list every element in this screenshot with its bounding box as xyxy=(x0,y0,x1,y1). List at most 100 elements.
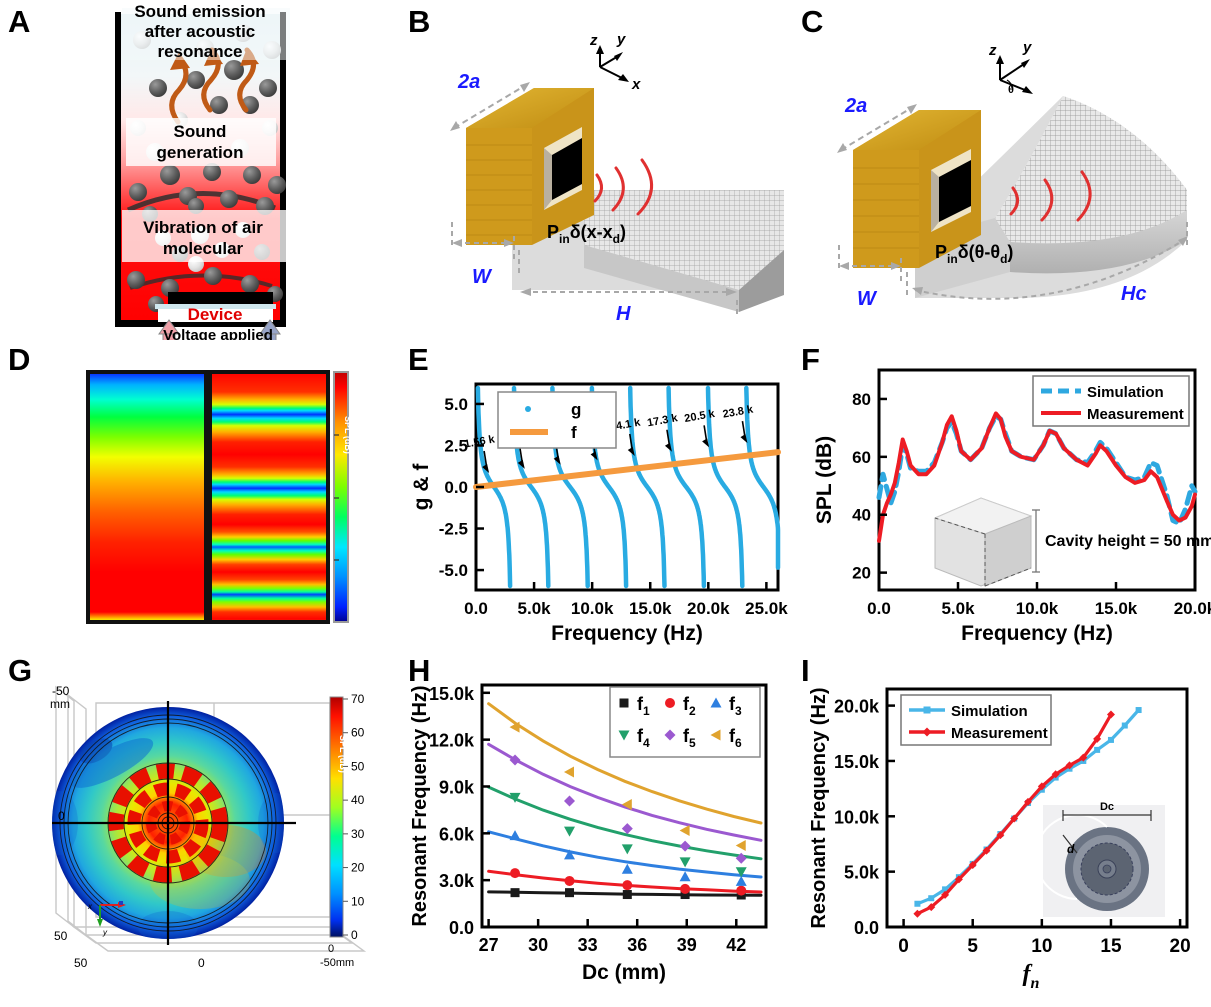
panel-a-letter: A xyxy=(8,4,31,39)
panel-h: H 27 30 33 36 39 42 0.0 3.0k 6.0k 9.0k 12.0k 15.0k D… xyxy=(404,655,794,1007)
svg-text:10: 10 xyxy=(1031,936,1052,957)
panel-i-inset-d: d xyxy=(1067,842,1075,856)
svg-text:15: 15 xyxy=(1100,936,1122,957)
svg-text:Measurement: Measurement xyxy=(951,725,1048,742)
svg-text:39: 39 xyxy=(677,935,697,955)
svg-text:60: 60 xyxy=(351,726,365,740)
panel-c-illustration: z y θ 2a W Hc Pinδ(θ-θd) xyxy=(837,39,1188,310)
panel-d: D xyxy=(0,340,400,655)
panel-g-axis-bottomright-unit: -50mm xyxy=(320,957,354,969)
svg-text:60: 60 xyxy=(852,448,871,467)
panel-f: F Cavity height = 50 mm 0.0 5.0k 10.0k 15.0k… xyxy=(795,340,1211,655)
svg-text:0: 0 xyxy=(351,928,358,942)
panel-a-emission-line1: Sound emission xyxy=(134,2,265,21)
svg-text:50: 50 xyxy=(351,759,365,773)
panel-b-letter: B xyxy=(408,4,431,39)
svg-text:Simulation: Simulation xyxy=(951,703,1028,720)
svg-text:Pinδ(x-xd): Pinδ(x-xd) xyxy=(547,222,626,246)
svg-text:15.0k: 15.0k xyxy=(429,684,475,704)
svg-text:g: g xyxy=(571,400,581,419)
panel-e-chart: 0.0 5.0k 10.0k 15.0k 20.0k 25.0k -5.0 -2.5 0.0 2.… xyxy=(410,382,788,645)
svg-text:15.0k: 15.0k xyxy=(629,599,672,618)
svg-text:20: 20 xyxy=(852,564,871,583)
panel-b-source-sub2: d xyxy=(613,232,620,246)
svg-text:12.0k: 12.0k xyxy=(429,731,475,751)
panel-c-axis-theta: θ xyxy=(1008,84,1014,96)
panel-b-dim-2a: 2a xyxy=(457,71,480,93)
panel-b-source-delta: δ(x-x xyxy=(570,222,613,242)
panel-g-colorbar xyxy=(329,696,344,938)
svg-text:Measurement: Measurement xyxy=(1087,406,1184,423)
svg-text:5.0k: 5.0k xyxy=(941,599,975,618)
panel-g-colorbar-label: SPL (dB) xyxy=(338,735,348,773)
svg-text:30: 30 xyxy=(528,935,548,955)
panel-c-source-sub2: d xyxy=(1000,252,1007,266)
svg-text:0.0: 0.0 xyxy=(854,918,879,938)
panel-e-letter: E xyxy=(408,342,429,377)
panel-a-vibration-line1: Vibration of air xyxy=(143,218,263,237)
svg-text:5.0k: 5.0k xyxy=(844,863,880,883)
panel-d-colorbar xyxy=(333,371,349,623)
panel-f-ylabel: SPL (dB) xyxy=(813,436,836,524)
panel-g: G xyxy=(0,655,400,1007)
svg-text:0: 0 xyxy=(898,936,909,957)
panel-a-illustration: Sound emission after acoustic resonance … xyxy=(115,2,290,340)
svg-text:3.0k: 3.0k xyxy=(439,871,475,891)
panel-g-axis-bottomleft: 50 xyxy=(74,956,88,970)
svg-text:36: 36 xyxy=(627,935,647,955)
svg-text:20: 20 xyxy=(1170,936,1191,957)
panel-g-triad-x: x xyxy=(87,902,93,911)
panel-i-ylabel: Resonant Frequency (Hz) xyxy=(808,687,830,928)
svg-text:6.0k: 6.0k xyxy=(439,824,475,844)
panel-b-source-end: ) xyxy=(620,222,626,242)
svg-text:14.1 k: 14.1 k xyxy=(609,416,642,433)
panel-a-emission-line2: after acoustic xyxy=(145,22,256,41)
panel-b: B xyxy=(404,0,794,340)
svg-text:0.0: 0.0 xyxy=(867,599,891,618)
panel-b-axis-x: x xyxy=(631,76,641,93)
svg-text:2.5: 2.5 xyxy=(444,436,468,455)
svg-text:10.0k: 10.0k xyxy=(571,599,614,618)
panel-g-axis-topleft: -50 xyxy=(52,684,70,698)
svg-text:-5.0: -5.0 xyxy=(439,561,468,580)
svg-text:-2.5: -2.5 xyxy=(439,520,468,539)
svg-text:23.8 k: 23.8 k xyxy=(722,403,755,420)
panel-g-axis-topleft-unit: mm xyxy=(50,697,70,711)
panel-f-letter: F xyxy=(801,342,820,377)
panel-g-axis-bottommid: 0 xyxy=(198,956,205,970)
panel-i-inset: Dc d xyxy=(1034,801,1165,917)
panel-a: A xyxy=(0,0,400,340)
svg-text:17.3 k: 17.3 k xyxy=(646,412,679,429)
svg-text:0.0: 0.0 xyxy=(464,599,488,618)
svg-text:40: 40 xyxy=(351,793,365,807)
panel-a-voltage-label: Voltage applied xyxy=(163,327,273,340)
svg-text:5.0k: 5.0k xyxy=(518,599,552,618)
svg-text:80: 80 xyxy=(852,390,871,409)
panel-h-xlabel: Dc (mm) xyxy=(582,961,666,984)
svg-text:20.0k: 20.0k xyxy=(1174,599,1211,618)
panel-c-source-p: P xyxy=(935,242,947,262)
panel-e-xlabel: Frequency (Hz) xyxy=(551,622,703,645)
svg-text:5.0: 5.0 xyxy=(444,395,468,414)
svg-text:70: 70 xyxy=(351,692,365,706)
panel-h-chart: 27 30 33 36 39 42 0.0 3.0k 6.0k 9.0k 12.0k 15.0k Dc … xyxy=(409,683,768,984)
panel-b-axis-z: z xyxy=(589,32,598,49)
panel-f-inset-label: Cavity height = 50 mm xyxy=(1045,533,1211,550)
svg-text:20.0k: 20.0k xyxy=(834,697,880,717)
panel-b-illustration: z y x 2a W H Pinδ(x-xd) xyxy=(450,31,784,325)
field-map-standing-wave xyxy=(208,370,330,624)
panel-e: E 0.0 5.0k 10.0k 15.0k 20.0k 25.0k -5.0 -2.5 0.0… xyxy=(404,340,794,655)
panel-a-emission-line3: resonance xyxy=(157,42,242,61)
panel-c-axis-y: y xyxy=(1022,39,1032,56)
panel-c-source-sub: in xyxy=(947,252,958,266)
svg-text:30: 30 xyxy=(351,827,365,841)
svg-text:15.0k: 15.0k xyxy=(1095,599,1138,618)
panel-i-chart: Dc d 0 5 10 15 20 0.0 5.0k 10.0k 15.0k 20.0k fn Reson… xyxy=(808,687,1191,992)
svg-text:10: 10 xyxy=(351,894,365,908)
svg-text:10.0k: 10.0k xyxy=(1016,599,1059,618)
svg-text:0.0: 0.0 xyxy=(444,478,468,497)
svg-text:40: 40 xyxy=(852,506,871,525)
panel-i-inset-dc: Dc xyxy=(1100,801,1114,813)
panel-i-xlabel: fn xyxy=(1023,961,1040,992)
panel-f-xlabel: Frequency (Hz) xyxy=(961,622,1113,645)
